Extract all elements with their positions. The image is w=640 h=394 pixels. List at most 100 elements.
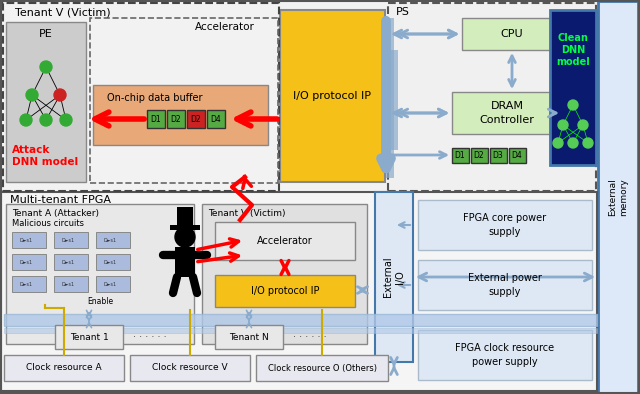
Bar bbox=[55, 325, 123, 349]
Bar bbox=[187, 110, 205, 128]
Bar bbox=[471, 148, 488, 163]
Text: supply: supply bbox=[489, 227, 521, 237]
Text: D1: D1 bbox=[454, 151, 465, 160]
Bar bbox=[598, 1, 638, 393]
Bar bbox=[375, 192, 413, 362]
Text: D►s1: D►s1 bbox=[104, 260, 117, 264]
Bar bbox=[1, 192, 597, 391]
Bar bbox=[509, 148, 526, 163]
Text: D►s1: D►s1 bbox=[62, 281, 75, 286]
Bar bbox=[1, 1, 598, 193]
Bar bbox=[12, 276, 46, 292]
Bar bbox=[202, 204, 367, 344]
Text: Tenant A (Attacker): Tenant A (Attacker) bbox=[12, 208, 99, 217]
Text: D2: D2 bbox=[474, 151, 484, 160]
Circle shape bbox=[583, 138, 593, 148]
Text: PE: PE bbox=[39, 29, 53, 39]
Bar bbox=[130, 355, 250, 381]
Text: D2: D2 bbox=[171, 115, 181, 123]
Bar bbox=[54, 276, 88, 292]
Circle shape bbox=[20, 114, 32, 126]
Bar bbox=[12, 232, 46, 248]
Bar bbox=[167, 110, 185, 128]
Bar bbox=[388, 50, 398, 150]
Text: D3: D3 bbox=[493, 151, 504, 160]
Bar bbox=[54, 232, 88, 248]
Circle shape bbox=[54, 89, 66, 101]
Bar bbox=[215, 275, 355, 307]
Text: External
I/O: External I/O bbox=[383, 256, 405, 297]
Bar bbox=[550, 10, 596, 165]
Bar bbox=[93, 85, 268, 145]
Text: I/O protocol IP: I/O protocol IP bbox=[251, 286, 319, 296]
Circle shape bbox=[40, 61, 52, 73]
Circle shape bbox=[568, 138, 578, 148]
Text: Tenant 1: Tenant 1 bbox=[70, 333, 108, 342]
Text: Malicious circuits: Malicious circuits bbox=[12, 219, 84, 227]
Bar bbox=[418, 200, 592, 250]
Text: D►s1: D►s1 bbox=[20, 281, 33, 286]
Text: D►s1: D►s1 bbox=[20, 260, 33, 264]
Circle shape bbox=[568, 100, 578, 110]
Bar bbox=[462, 18, 562, 50]
Text: Clock resource A: Clock resource A bbox=[26, 364, 102, 372]
Bar bbox=[388, 3, 596, 191]
Bar bbox=[3, 3, 279, 191]
Bar bbox=[4, 314, 597, 326]
Text: D1: D1 bbox=[150, 115, 161, 123]
Bar bbox=[280, 10, 385, 182]
Bar bbox=[175, 247, 195, 277]
Text: power supply: power supply bbox=[472, 357, 538, 367]
Bar bbox=[96, 232, 130, 248]
Bar bbox=[418, 260, 592, 310]
Text: PS: PS bbox=[396, 7, 410, 17]
Circle shape bbox=[578, 120, 588, 130]
Bar bbox=[54, 254, 88, 270]
Bar bbox=[170, 225, 200, 230]
Text: D►s1: D►s1 bbox=[62, 260, 75, 264]
Bar bbox=[418, 330, 592, 380]
Text: Tenant V (Victim): Tenant V (Victim) bbox=[15, 7, 111, 17]
Text: On-chip data buffer: On-chip data buffer bbox=[108, 93, 203, 103]
Text: External
memory: External memory bbox=[608, 178, 628, 216]
Text: D►s1: D►s1 bbox=[104, 281, 117, 286]
Circle shape bbox=[60, 114, 72, 126]
Text: model: model bbox=[556, 57, 590, 67]
Bar bbox=[452, 92, 562, 134]
Text: Clock resource V: Clock resource V bbox=[152, 364, 228, 372]
Text: Attack: Attack bbox=[12, 145, 51, 155]
Text: DNN model: DNN model bbox=[12, 157, 78, 167]
Bar bbox=[386, 18, 394, 178]
Text: D4: D4 bbox=[511, 151, 522, 160]
Text: D►s1: D►s1 bbox=[20, 238, 33, 242]
Text: Enable: Enable bbox=[87, 297, 113, 307]
Text: Accelerator: Accelerator bbox=[195, 22, 255, 32]
Text: D2: D2 bbox=[191, 115, 202, 123]
Text: I/O protocol IP: I/O protocol IP bbox=[293, 91, 371, 101]
Circle shape bbox=[40, 114, 52, 126]
Bar bbox=[207, 110, 225, 128]
Bar bbox=[215, 325, 283, 349]
Bar bbox=[4, 355, 124, 381]
Circle shape bbox=[553, 138, 563, 148]
Text: FPGA clock resource: FPGA clock resource bbox=[456, 343, 555, 353]
Text: CPU: CPU bbox=[500, 29, 524, 39]
Text: Tenant N: Tenant N bbox=[229, 333, 269, 342]
Text: Multi-tenant FPGA: Multi-tenant FPGA bbox=[10, 195, 111, 205]
Text: Clean: Clean bbox=[557, 33, 588, 43]
Bar bbox=[96, 254, 130, 270]
Circle shape bbox=[558, 120, 568, 130]
Bar bbox=[452, 148, 469, 163]
Text: D►s1: D►s1 bbox=[104, 238, 117, 242]
Text: Tenant V (Victim): Tenant V (Victim) bbox=[208, 208, 285, 217]
Text: · · · · · ·: · · · · · · bbox=[293, 332, 327, 342]
Bar bbox=[90, 18, 278, 183]
Bar bbox=[256, 355, 388, 381]
Text: Controller: Controller bbox=[479, 115, 534, 125]
Bar bbox=[215, 222, 355, 260]
Bar bbox=[147, 110, 165, 128]
Text: DNN: DNN bbox=[561, 45, 585, 55]
Text: Accelerator: Accelerator bbox=[257, 236, 313, 246]
Text: · · · · · ·: · · · · · · bbox=[133, 332, 167, 342]
Text: External power: External power bbox=[468, 273, 542, 283]
